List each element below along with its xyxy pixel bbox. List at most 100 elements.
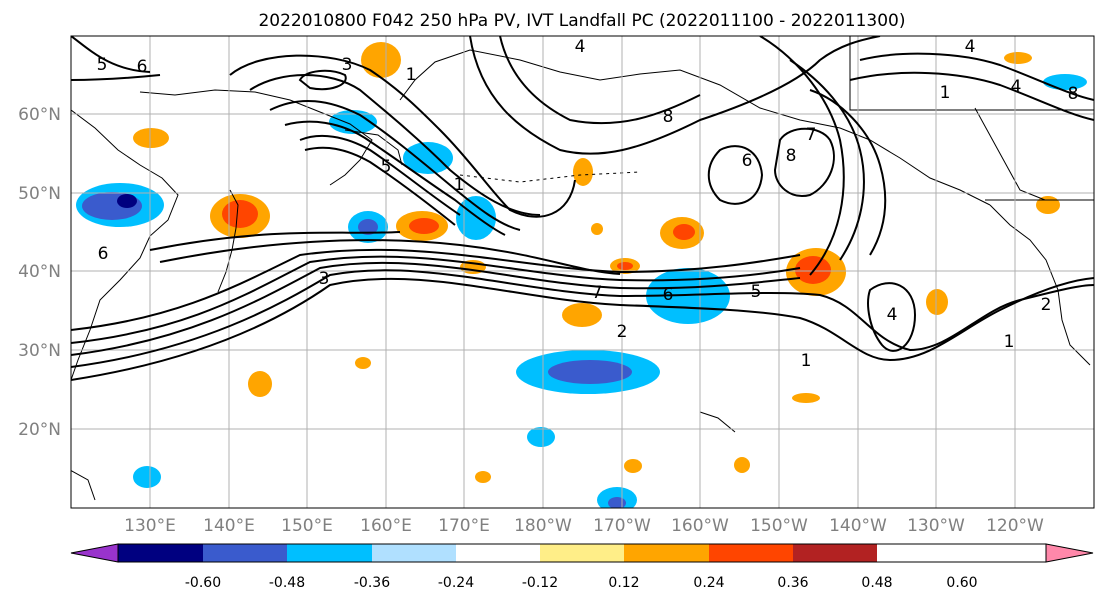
- pv-contour: [71, 36, 151, 73]
- positive-anomaly-patch: [624, 459, 642, 473]
- negative-anomaly-core: [548, 360, 632, 384]
- pv-contour: [249, 74, 541, 216]
- contour-label: 7: [806, 125, 817, 145]
- pv-contour: [867, 282, 917, 352]
- colorbar-segment: [203, 544, 287, 562]
- pv-contour: [499, 36, 701, 125]
- pv-contour: [71, 277, 1094, 381]
- pv-contour: [229, 54, 576, 218]
- positive-anomaly-patch: [573, 158, 593, 186]
- pv-contour: [159, 239, 621, 275]
- contour-label: 1: [1004, 332, 1015, 352]
- pv-contour: [809, 89, 887, 256]
- colorbar-max-extend: [1045, 543, 1094, 563]
- negative-anomaly-patch: [527, 427, 555, 447]
- okhotsk-coastline: [139, 89, 373, 186]
- contour-label: 1: [940, 83, 951, 103]
- contour-label: 4: [965, 37, 976, 57]
- positive-anomaly-patch: [1004, 52, 1032, 64]
- latitude-labels: 60°N 50°N 40°N 30°N 20°N: [18, 105, 61, 440]
- contour-label: 1: [406, 65, 417, 85]
- lon-label: 170°W: [593, 516, 651, 536]
- lon-label: 160°W: [671, 516, 729, 536]
- colorbar-frame: [117, 543, 1047, 563]
- map-background: [71, 36, 1094, 508]
- contour-label: 5: [381, 157, 392, 177]
- lon-label: 150°E: [281, 516, 333, 536]
- pv-contour: [71, 248, 801, 331]
- contour-label: 3: [319, 269, 330, 289]
- colorbar-segment: [287, 544, 372, 562]
- negative-anomaly-patch: [646, 268, 730, 324]
- positive-anomaly-core: [409, 218, 439, 234]
- positive-anomaly-patch: [361, 42, 401, 78]
- negative-anomaly-patch: [456, 196, 496, 240]
- aleutian-islands: [459, 171, 641, 183]
- contour-label: 6: [137, 57, 148, 77]
- pv-contour: [71, 255, 801, 344]
- positive-anomaly-patch: [133, 128, 169, 148]
- lat-label: 60°N: [18, 105, 61, 125]
- positive-anomaly-patch: [355, 357, 371, 369]
- contour-label: 4: [887, 305, 898, 325]
- contour-label: 4: [1011, 77, 1022, 97]
- contour-label: 8: [786, 146, 797, 166]
- negative-anomaly-patch: [133, 466, 161, 488]
- colorbar-tick-label: 0.60: [946, 575, 977, 591]
- contour-label: 3: [342, 55, 353, 75]
- contour-label: 2: [1041, 295, 1052, 315]
- positive-anomaly-patch: [475, 471, 491, 483]
- pv-contour: [149, 231, 401, 251]
- positive-anomaly-patch: [734, 457, 750, 473]
- pv-contour: [859, 52, 1094, 101]
- pv-contour: [284, 120, 506, 236]
- figure-title: 2022010800 F042 250 hPa PV, IVT Landfall…: [258, 11, 905, 31]
- colorbar-segments: [118, 544, 877, 562]
- colorbar-segment: [624, 544, 709, 562]
- positive-anomaly-patch: [591, 223, 603, 235]
- negative-anomaly-peak: [117, 194, 137, 208]
- philippines-coastline: [71, 469, 96, 501]
- positive-anomaly-patch: [562, 303, 602, 327]
- contour-label: 6: [98, 244, 109, 264]
- colorbar-segment: [540, 544, 624, 562]
- contour-label: 6: [663, 285, 674, 305]
- negative-anomaly-patch: [1043, 74, 1087, 90]
- negative-anomaly-core: [608, 497, 626, 508]
- negative-anomaly-patch: [329, 110, 377, 134]
- colorbar-tick-label: 0.36: [777, 575, 808, 591]
- colorbar-tick-label: 0.12: [608, 575, 639, 591]
- colorbar-segment: [709, 544, 793, 562]
- contour-label: 5: [751, 282, 762, 302]
- lat-label: 40°N: [18, 262, 61, 282]
- gridlines: [71, 36, 1094, 508]
- positive-anomaly-patch: [1036, 196, 1060, 214]
- colorbar: -0.60 -0.48 -0.36 -0.24 -0.12 0.12 0.24 …: [70, 543, 1094, 591]
- pv-contour: [707, 145, 764, 205]
- pv-contour: [71, 269, 1094, 368]
- lon-label: 130°E: [124, 516, 176, 536]
- map-panel: 5 6 3 1 5 1 4 8 6 8 7 4 1 4 8 6 3 7 6 5: [70, 35, 1095, 509]
- colorbar-ticks: -0.60 -0.48 -0.36 -0.24 -0.12 0.12 0.24 …: [185, 575, 978, 591]
- pv-contour: [773, 127, 835, 197]
- colorbar-tick-label: 0.48: [861, 575, 892, 591]
- colorbar-segment: [456, 544, 540, 562]
- pv-contour: [299, 134, 461, 216]
- colorbar-tick-label: 0.24: [693, 575, 724, 591]
- pv-contour: [304, 146, 456, 226]
- alaska-canada-border: [974, 107, 1046, 201]
- colorbar-tick-label: -0.36: [354, 575, 390, 591]
- lon-label: 170°E: [438, 516, 490, 536]
- positive-anomaly-core: [673, 224, 695, 240]
- colorbar-segment: [793, 544, 877, 562]
- colorbar-tick-label: -0.24: [438, 575, 474, 591]
- hawaii-islands: [699, 411, 736, 433]
- lon-label: 130°W: [907, 516, 965, 536]
- lat-label: 30°N: [18, 341, 61, 361]
- lon-label: 150°W: [750, 516, 808, 536]
- colorbar-segment: [118, 544, 203, 562]
- pv-contour: [849, 71, 1094, 121]
- pv-contour: [298, 69, 347, 91]
- canada-border: [849, 36, 1094, 111]
